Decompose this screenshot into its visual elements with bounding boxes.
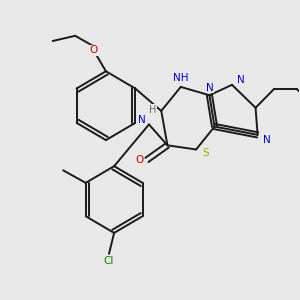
- Text: O: O: [89, 45, 98, 56]
- Text: O: O: [136, 155, 144, 165]
- Text: N: N: [206, 83, 213, 93]
- Text: N: N: [138, 115, 146, 125]
- Text: S: S: [202, 148, 209, 158]
- Text: H: H: [149, 105, 157, 115]
- Text: N: N: [263, 135, 271, 145]
- Text: N: N: [237, 75, 245, 85]
- Text: Cl: Cl: [104, 256, 114, 266]
- Text: NH: NH: [173, 73, 188, 82]
